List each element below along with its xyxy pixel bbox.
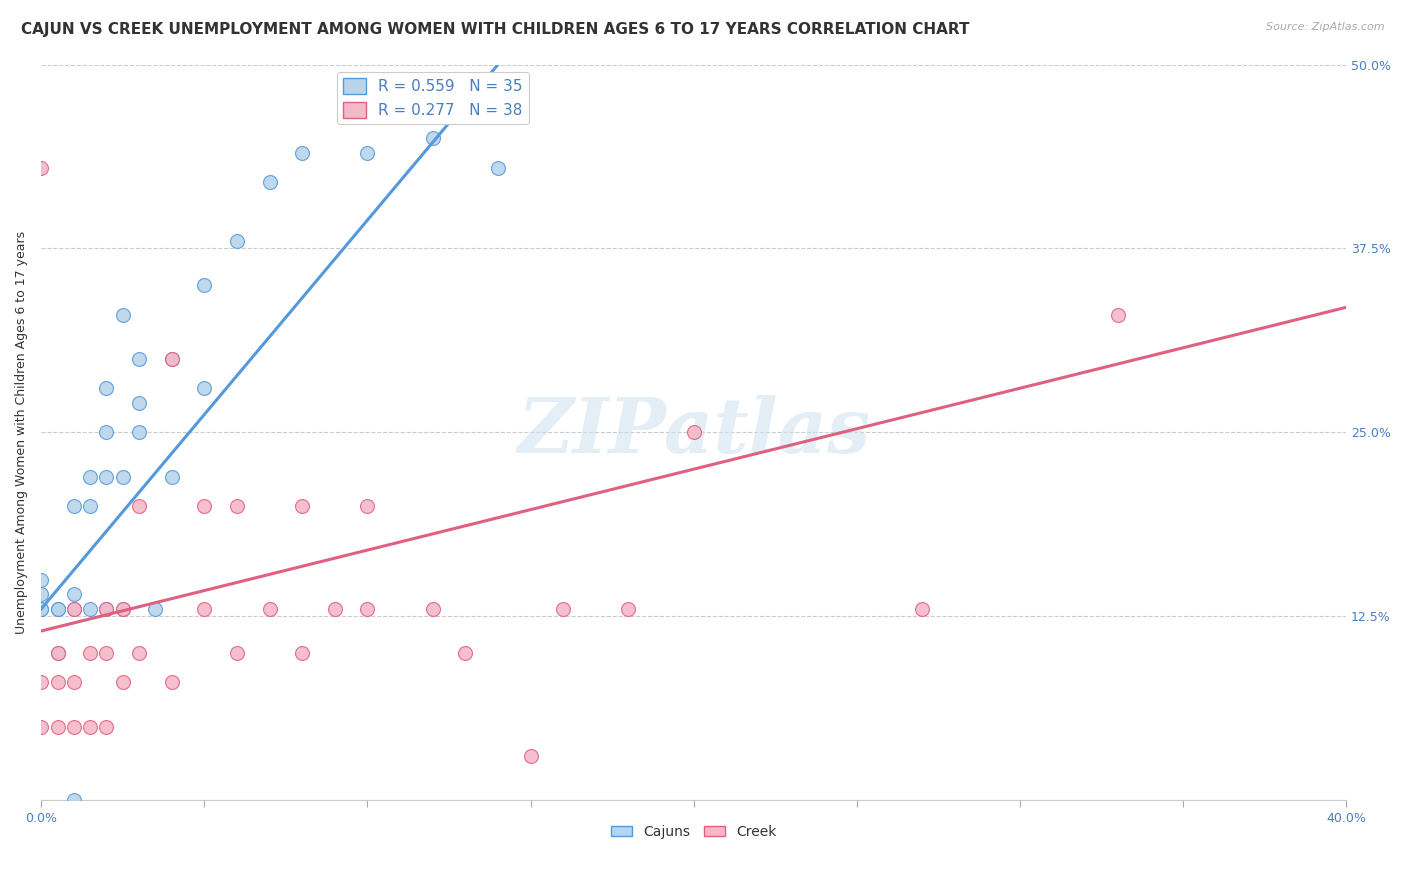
Point bbox=[226, 499, 249, 513]
Point bbox=[911, 602, 934, 616]
Point bbox=[46, 602, 69, 616]
Point bbox=[63, 675, 86, 690]
Point bbox=[46, 602, 69, 616]
Point bbox=[79, 499, 101, 513]
Point bbox=[160, 675, 183, 690]
Point bbox=[226, 646, 249, 660]
Point bbox=[96, 469, 118, 483]
Point bbox=[46, 675, 69, 690]
Point bbox=[63, 602, 86, 616]
Point bbox=[128, 351, 150, 366]
Point bbox=[30, 602, 52, 616]
Point bbox=[96, 602, 118, 616]
Point bbox=[356, 145, 378, 160]
Point bbox=[63, 499, 86, 513]
Point bbox=[193, 278, 215, 293]
Point bbox=[30, 573, 52, 587]
Point bbox=[160, 351, 183, 366]
Text: CAJUN VS CREEK UNEMPLOYMENT AMONG WOMEN WITH CHILDREN AGES 6 TO 17 YEARS CORRELA: CAJUN VS CREEK UNEMPLOYMENT AMONG WOMEN … bbox=[21, 22, 970, 37]
Point bbox=[128, 499, 150, 513]
Point bbox=[454, 646, 477, 660]
Point bbox=[128, 396, 150, 410]
Point bbox=[193, 602, 215, 616]
Point bbox=[356, 499, 378, 513]
Point bbox=[63, 793, 86, 807]
Point bbox=[30, 161, 52, 175]
Point bbox=[79, 720, 101, 734]
Point bbox=[30, 720, 52, 734]
Point bbox=[79, 646, 101, 660]
Point bbox=[96, 381, 118, 395]
Point bbox=[519, 749, 541, 764]
Point bbox=[422, 131, 444, 145]
Point bbox=[111, 602, 134, 616]
Text: ZIPatlas: ZIPatlas bbox=[517, 395, 870, 469]
Point bbox=[96, 646, 118, 660]
Point bbox=[63, 602, 86, 616]
Point bbox=[193, 499, 215, 513]
Point bbox=[111, 675, 134, 690]
Y-axis label: Unemployment Among Women with Children Ages 6 to 17 years: Unemployment Among Women with Children A… bbox=[15, 231, 28, 634]
Point bbox=[96, 720, 118, 734]
Point bbox=[96, 602, 118, 616]
Point bbox=[323, 602, 346, 616]
Point bbox=[682, 425, 704, 440]
Point bbox=[63, 720, 86, 734]
Point bbox=[617, 602, 640, 616]
Point bbox=[259, 602, 281, 616]
Point bbox=[291, 646, 314, 660]
Point bbox=[79, 602, 101, 616]
Point bbox=[291, 499, 314, 513]
Point bbox=[226, 234, 249, 248]
Point bbox=[145, 602, 167, 616]
Point bbox=[422, 602, 444, 616]
Point bbox=[259, 175, 281, 189]
Point bbox=[160, 351, 183, 366]
Point bbox=[96, 425, 118, 440]
Point bbox=[46, 646, 69, 660]
Point bbox=[46, 720, 69, 734]
Point bbox=[30, 602, 52, 616]
Point bbox=[486, 161, 509, 175]
Point bbox=[128, 425, 150, 440]
Point bbox=[30, 675, 52, 690]
Point bbox=[1107, 308, 1129, 322]
Point bbox=[160, 469, 183, 483]
Point bbox=[30, 587, 52, 601]
Point bbox=[111, 308, 134, 322]
Point bbox=[63, 587, 86, 601]
Legend: Cajuns, Creek: Cajuns, Creek bbox=[606, 820, 782, 845]
Point bbox=[128, 646, 150, 660]
Text: Source: ZipAtlas.com: Source: ZipAtlas.com bbox=[1267, 22, 1385, 32]
Point bbox=[111, 469, 134, 483]
Point bbox=[79, 469, 101, 483]
Point bbox=[46, 646, 69, 660]
Point bbox=[111, 602, 134, 616]
Point bbox=[193, 381, 215, 395]
Point bbox=[356, 602, 378, 616]
Point bbox=[291, 145, 314, 160]
Point bbox=[553, 602, 575, 616]
